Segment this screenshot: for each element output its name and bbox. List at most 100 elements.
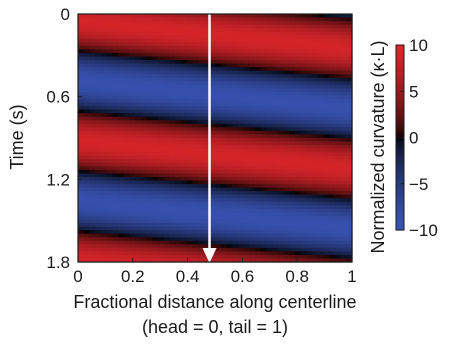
- heatmap-cell: [89, 215, 96, 221]
- heatmap-cell: [294, 134, 302, 139]
- heatmap-cell: [266, 52, 273, 58]
- heatmap-cell: [283, 35, 290, 40]
- heatmap-cell: [300, 169, 307, 175]
- heatmap-cell: [243, 56, 250, 61]
- heatmap-cell: [306, 31, 313, 36]
- heatmap-cell: [106, 106, 113, 111]
- heatmap-cell: [157, 116, 165, 121]
- heatmap-cell: [226, 223, 233, 228]
- heatmap-cell: [226, 31, 233, 36]
- heatmap-cell: [197, 254, 205, 260]
- heatmap-cell: [289, 247, 296, 252]
- heatmap-cell: [243, 247, 250, 252]
- heatmap-cell: [209, 120, 216, 125]
- heatmap-cell: [329, 205, 336, 210]
- heatmap-cell: [152, 258, 159, 263]
- heatmap-cell: [317, 251, 325, 256]
- heatmap-cell: [346, 223, 353, 228]
- heatmap-cell: [346, 212, 353, 217]
- heatmap-cell: [106, 24, 113, 29]
- heatmap-cell: [300, 42, 307, 47]
- heatmap-cell: [146, 49, 153, 54]
- heatmap-cell: [129, 31, 136, 36]
- heatmap-cell: [106, 141, 113, 146]
- heatmap-cell: [312, 226, 319, 231]
- heatmap-cell: [192, 127, 199, 132]
- heatmap-cell: [346, 116, 353, 121]
- heatmap-cell: [289, 63, 296, 68]
- heatmap-cell: [197, 81, 205, 86]
- heatmap-cell: [129, 138, 136, 143]
- heatmap-cell: [260, 28, 267, 33]
- heatmap-cell: [129, 81, 136, 86]
- heatmap-cell: [163, 52, 170, 58]
- heatmap-cell: [346, 123, 353, 128]
- heatmap-cell: [203, 230, 210, 235]
- heatmap-cell: [197, 38, 205, 43]
- heatmap-cell: [306, 35, 313, 40]
- heatmap-cell: [203, 52, 210, 58]
- heatmap-cell: [289, 173, 296, 178]
- heatmap-cell: [192, 56, 199, 61]
- heatmap-cell: [169, 127, 176, 132]
- heatmap-cell: [266, 138, 273, 143]
- heatmap-cell: [334, 148, 342, 153]
- heatmap-cell: [294, 194, 302, 199]
- heatmap-cell: [135, 56, 142, 61]
- heatmap-cell: [215, 45, 222, 51]
- heatmap-cell: [89, 52, 96, 58]
- heatmap-cell: [215, 102, 222, 107]
- heatmap-cell: [169, 162, 176, 167]
- heatmap-cell: [197, 35, 205, 40]
- heatmap-cell: [129, 123, 136, 128]
- heatmap-cell: [157, 67, 165, 72]
- heatmap-cell: [106, 166, 113, 171]
- heatmap-cell: [152, 31, 159, 36]
- heatmap-cell: [117, 60, 125, 65]
- heatmap-cell: [89, 169, 96, 175]
- heatmap-cell: [294, 233, 302, 238]
- heatmap-cell: [272, 95, 279, 100]
- heatmap-cell: [123, 120, 130, 125]
- heatmap-cell: [220, 205, 228, 210]
- heatmap-cell: [323, 31, 330, 36]
- heatmap-cell: [294, 106, 302, 111]
- heatmap-cell: [266, 56, 273, 61]
- heatmap-cell: [123, 109, 130, 114]
- heatmap-cell: [220, 244, 228, 249]
- heatmap-cell: [300, 212, 307, 217]
- heatmap-cell: [277, 155, 285, 160]
- heatmap-cell: [140, 14, 148, 19]
- heatmap-cell: [243, 138, 250, 143]
- heatmap-cell: [146, 184, 153, 189]
- heatmap-cell: [312, 134, 319, 139]
- heatmap-cell: [106, 35, 113, 40]
- heatmap-cell: [243, 91, 250, 97]
- heatmap-cell: [186, 38, 193, 43]
- heatmap-cell: [163, 223, 170, 228]
- heatmap-cell: [346, 49, 353, 54]
- heatmap-cell: [243, 14, 250, 19]
- heatmap-cell: [123, 35, 130, 40]
- heatmap-cell: [89, 247, 96, 252]
- heatmap-cell: [157, 233, 165, 238]
- heatmap-cell: [192, 14, 199, 19]
- heatmap-cell: [317, 56, 325, 61]
- heatmap-cell: [254, 191, 262, 196]
- heatmap-cell: [289, 35, 296, 40]
- heatmap-cell: [283, 24, 290, 29]
- heatmap-cell: [254, 198, 262, 203]
- heatmap-cell: [260, 184, 267, 189]
- colorbar-segment: [396, 186, 404, 191]
- heatmap-cell: [266, 166, 273, 171]
- heatmap-cell: [237, 42, 245, 47]
- heatmap-cell: [237, 84, 245, 89]
- heatmap-cell: [283, 49, 290, 54]
- heatmap-cell: [203, 56, 210, 61]
- heatmap-cell: [180, 244, 188, 249]
- heatmap-cell: [95, 226, 102, 231]
- heatmap-cell: [220, 106, 228, 111]
- heatmap-cell: [277, 28, 285, 33]
- heatmap-cell: [232, 240, 239, 245]
- heatmap-cell: [197, 258, 205, 263]
